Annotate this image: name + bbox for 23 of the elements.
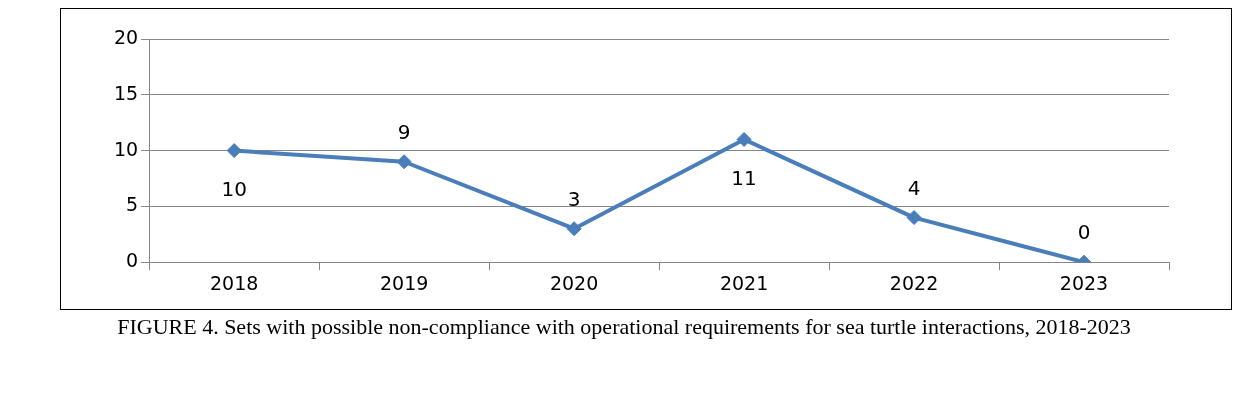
data-label: 4 bbox=[907, 175, 921, 200]
x-tick-label: 2019 bbox=[379, 271, 429, 294]
text: FIGURE 4. Sets with possible non-compliance with operational requirements for sea turtle interactions, 2018-2023 bbox=[116, 314, 1132, 340]
point bbox=[736, 131, 752, 147]
x-tick-label: 2021 bbox=[719, 271, 769, 294]
data-label: 10 bbox=[221, 176, 247, 201]
y-tick-label: 5 bbox=[126, 193, 139, 216]
y-tick-label: 20 bbox=[113, 25, 139, 48]
data-label: 9 bbox=[397, 119, 411, 144]
point bbox=[566, 221, 582, 237]
data-label: 0 bbox=[1077, 220, 1091, 245]
x-tick-label: 2020 bbox=[549, 271, 599, 294]
y-tick-label: 10 bbox=[113, 137, 139, 160]
y-tick-label: 15 bbox=[113, 81, 139, 104]
x-tick-label: 2022 bbox=[889, 271, 939, 294]
y-tick-label: 0 bbox=[126, 249, 139, 272]
point bbox=[906, 210, 922, 226]
point bbox=[396, 154, 412, 170]
x-tick-label: 2018 bbox=[209, 271, 259, 294]
x-tick-label: 2023 bbox=[1059, 271, 1109, 294]
point bbox=[226, 143, 242, 159]
data-label: 11 bbox=[731, 165, 757, 190]
data-label: 3 bbox=[567, 186, 581, 211]
